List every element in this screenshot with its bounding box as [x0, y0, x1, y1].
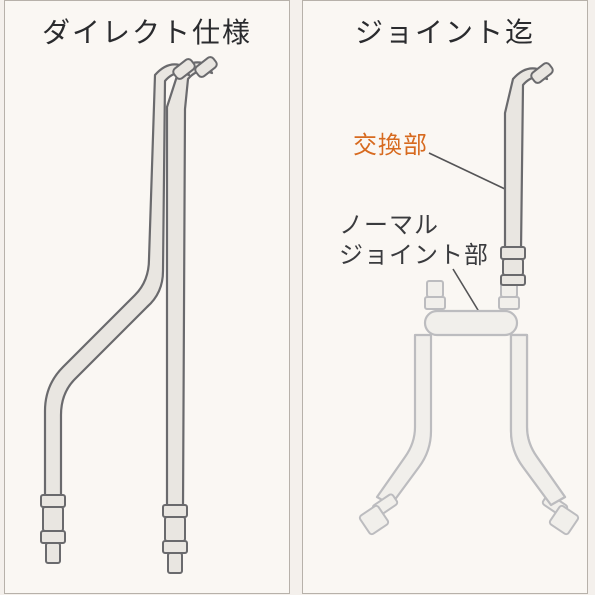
diagram-direct: .out{fill:none;stroke:#6a6a6d;stroke-wid…	[5, 1, 291, 595]
leader-normal	[453, 269, 481, 315]
replacement-hose	[501, 61, 554, 285]
diagram-joint: .out{fill:none;stroke:#6a6a6d;stroke-wid…	[303, 1, 589, 595]
leader-replace	[429, 153, 505, 189]
panel-direct: ダイレクト仕様 .out{fill:none;stroke:#6a6a6d;st…	[4, 0, 290, 594]
panel-joint: ジョイント迄 交換部 ノーマル ジョイント部 .out{fill:none;st…	[302, 0, 588, 594]
normal-joint-right-leg	[511, 335, 565, 505]
hose-b	[163, 55, 218, 573]
